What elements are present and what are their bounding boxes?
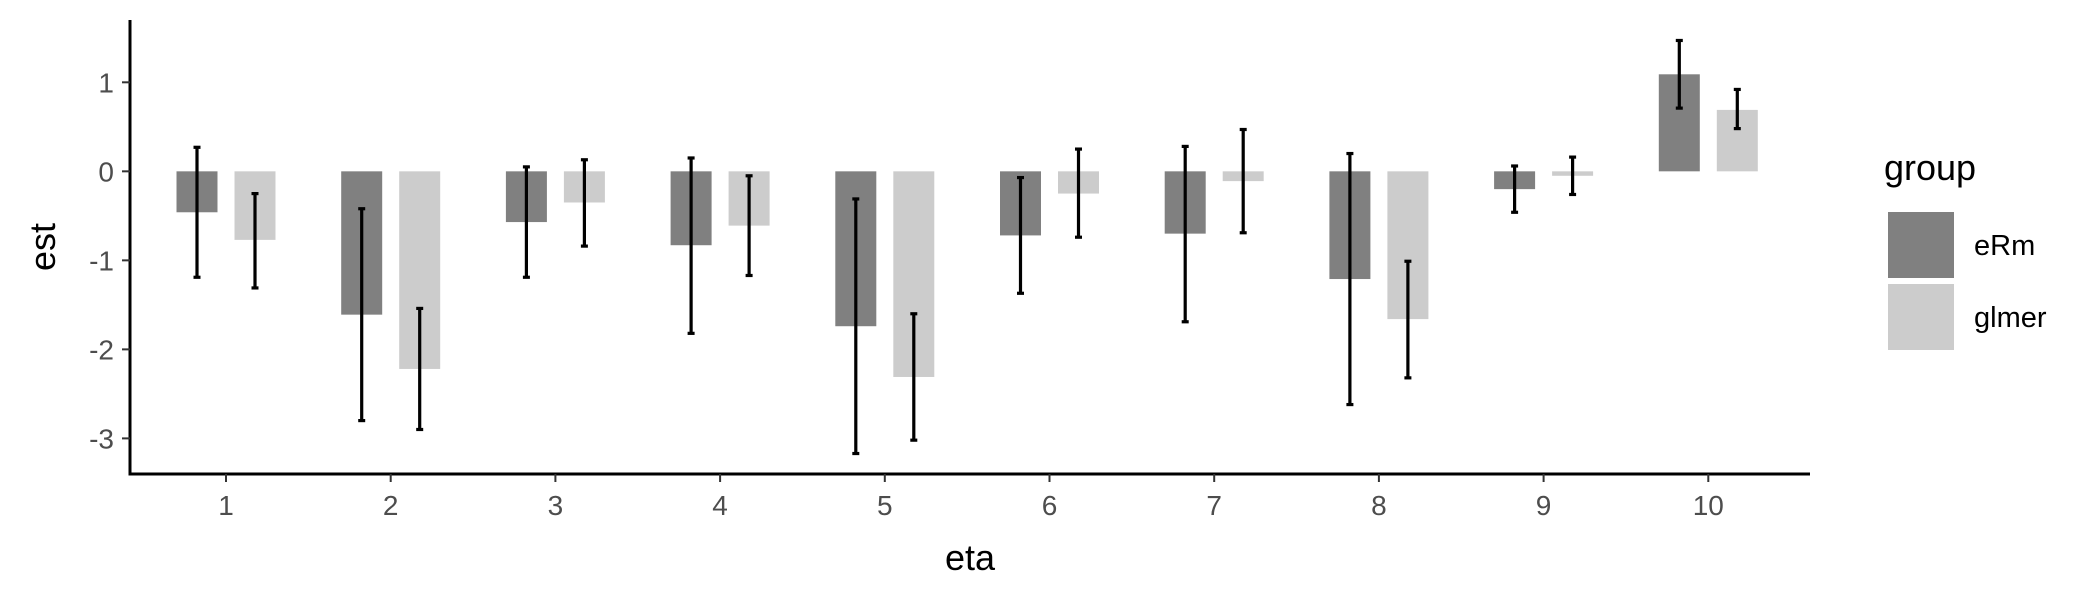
x-tick-label: 10 [1693, 490, 1724, 521]
error-bar-eRm-10 [1675, 38, 1683, 110]
legend-items: eRm glmer [1888, 212, 2047, 350]
legend-key-glmer [1888, 284, 1954, 350]
x-tick-label: 8 [1371, 490, 1387, 521]
y-ticks: 1 0 -1 -2 -3 [89, 67, 130, 454]
error-bar-glmer-7 [1239, 127, 1247, 235]
error-bar-eRm-1 [193, 145, 201, 279]
x-tick-label: 5 [877, 490, 893, 521]
legend-label-glmer: glmer [1974, 302, 2047, 334]
error-bar-eRm-8 [1346, 151, 1354, 407]
error-bar-eRm-9 [1511, 164, 1519, 214]
legend-item-eRm: eRm [1888, 212, 2035, 278]
error-bar-eRm-5 [852, 197, 860, 456]
error-bar-glmer-8 [1404, 259, 1412, 380]
error-bar-glmer-9 [1569, 155, 1577, 197]
legend-label-eRm: eRm [1974, 230, 2035, 262]
error-bar-eRm-7 [1181, 144, 1189, 324]
error-bar-glmer-3 [580, 158, 588, 248]
error-bar-eRm-4 [687, 156, 695, 335]
error-bar-eRm-2 [358, 207, 366, 423]
error-bar-glmer-10 [1733, 87, 1741, 131]
y-axis-title: est [22, 223, 63, 271]
y-tick-label: -2 [89, 334, 114, 365]
bars-layer [176, 74, 1758, 377]
error-bar-glmer-4 [745, 174, 753, 278]
y-tick-label: 0 [98, 156, 114, 187]
x-ticks: 1 2 3 4 5 6 7 8 9 10 [218, 474, 1724, 521]
x-tick-label: 2 [383, 490, 399, 521]
x-tick-label: 4 [712, 490, 728, 521]
error-bar-glmer-6 [1075, 147, 1082, 239]
x-tick-label: 6 [1042, 490, 1058, 521]
x-tick-label: 1 [218, 490, 234, 521]
error-bar-eRm-3 [522, 165, 530, 279]
legend: group eRm glmer [1884, 147, 2047, 350]
x-tick-label: 3 [548, 490, 564, 521]
legend-item-glmer: glmer [1888, 284, 2047, 350]
error-bar-glmer-2 [416, 306, 424, 432]
x-tick-label: 9 [1536, 490, 1552, 521]
x-axis-title: eta [945, 537, 996, 578]
error-bar-glmer-1 [251, 191, 259, 290]
y-tick-label: -3 [89, 423, 114, 454]
error-bar-glmer-5 [910, 312, 918, 442]
legend-title: group [1884, 147, 1976, 188]
error-bars-layer [193, 38, 1741, 456]
legend-key-eRm [1888, 212, 1954, 278]
error-bar-eRm-6 [1017, 175, 1024, 295]
y-tick-label: -1 [89, 245, 114, 276]
x-tick-label: 7 [1206, 490, 1222, 521]
y-tick-label: 1 [98, 67, 114, 98]
